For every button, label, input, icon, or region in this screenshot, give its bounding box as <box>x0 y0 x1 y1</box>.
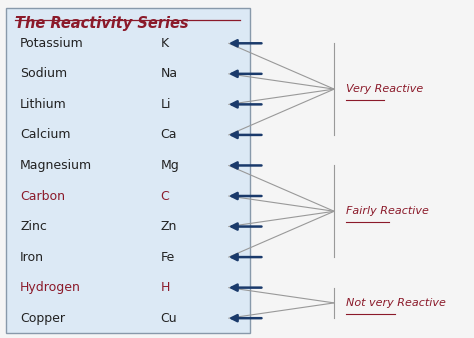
Text: Calcium: Calcium <box>20 128 71 141</box>
Text: Copper: Copper <box>20 312 65 325</box>
Text: Zn: Zn <box>161 220 177 233</box>
Text: Potassium: Potassium <box>20 37 84 50</box>
Text: Mg: Mg <box>161 159 180 172</box>
Text: Ca: Ca <box>161 128 177 141</box>
Text: Li: Li <box>161 98 171 111</box>
Text: Zinc: Zinc <box>20 220 47 233</box>
Text: The Reactivity Series: The Reactivity Series <box>16 17 189 31</box>
Text: K: K <box>161 37 169 50</box>
Text: Hydrogen: Hydrogen <box>20 281 81 294</box>
Text: Na: Na <box>161 67 178 80</box>
Text: Cu: Cu <box>161 312 177 325</box>
Text: Iron: Iron <box>20 250 44 264</box>
Text: C: C <box>161 190 170 202</box>
Text: Carbon: Carbon <box>20 190 65 202</box>
Text: Magnesium: Magnesium <box>20 159 92 172</box>
Text: Lithium: Lithium <box>20 98 67 111</box>
Text: H: H <box>161 281 170 294</box>
Text: Sodium: Sodium <box>20 67 67 80</box>
Text: Fairly Reactive: Fairly Reactive <box>346 206 429 216</box>
Text: Not very Reactive: Not very Reactive <box>346 298 446 308</box>
Text: Fe: Fe <box>161 250 175 264</box>
Text: Very Reactive: Very Reactive <box>346 84 423 94</box>
FancyBboxPatch shape <box>6 8 250 333</box>
